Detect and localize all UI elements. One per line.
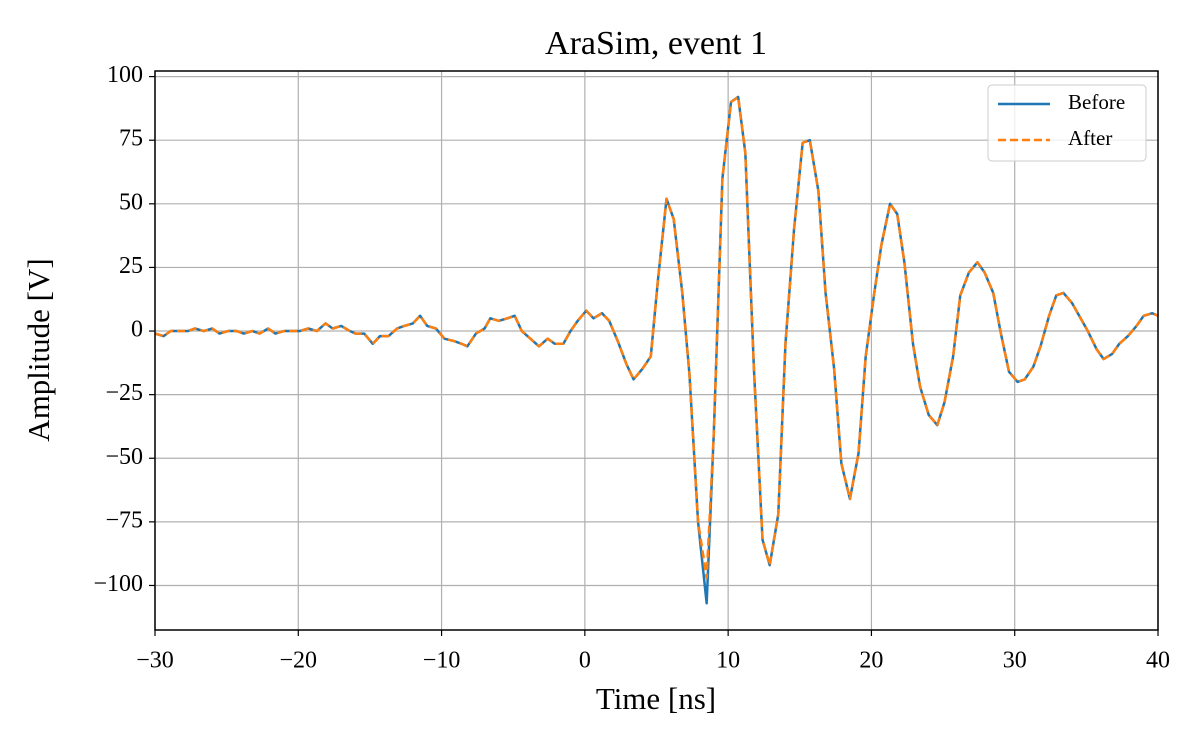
y-axis-label: Amplitude [V] xyxy=(21,258,56,441)
legend-label: After xyxy=(1068,126,1112,150)
y-tick-label: 100 xyxy=(107,62,143,88)
x-tick-label: 40 xyxy=(1146,648,1170,674)
y-tick-label: 75 xyxy=(119,126,143,152)
series-line xyxy=(154,95,1159,580)
y-tick-label: −25 xyxy=(105,380,143,406)
chart-title: AraSim, event 1 xyxy=(545,25,767,62)
series-line xyxy=(154,95,1159,605)
x-tick-label: −10 xyxy=(423,648,461,674)
y-tick-label: −75 xyxy=(105,507,143,533)
y-tick-label: −100 xyxy=(93,571,143,597)
y-tick-label: 0 xyxy=(131,317,143,343)
x-tick-label: −20 xyxy=(280,648,318,674)
x-tick-label: 30 xyxy=(1003,648,1027,674)
x-axis-label: Time [ns] xyxy=(596,681,716,716)
x-tick-label: −30 xyxy=(136,648,174,674)
plot-frame xyxy=(154,70,1159,631)
x-tick-label: 10 xyxy=(716,648,740,674)
x-tick-label: 0 xyxy=(579,648,591,674)
y-tick-label: 50 xyxy=(119,189,143,215)
y-tick-label: 25 xyxy=(119,253,143,279)
legend-label: Before xyxy=(1068,90,1125,114)
x-tick-label: 20 xyxy=(859,648,883,674)
y-tick-label: −50 xyxy=(105,444,143,470)
